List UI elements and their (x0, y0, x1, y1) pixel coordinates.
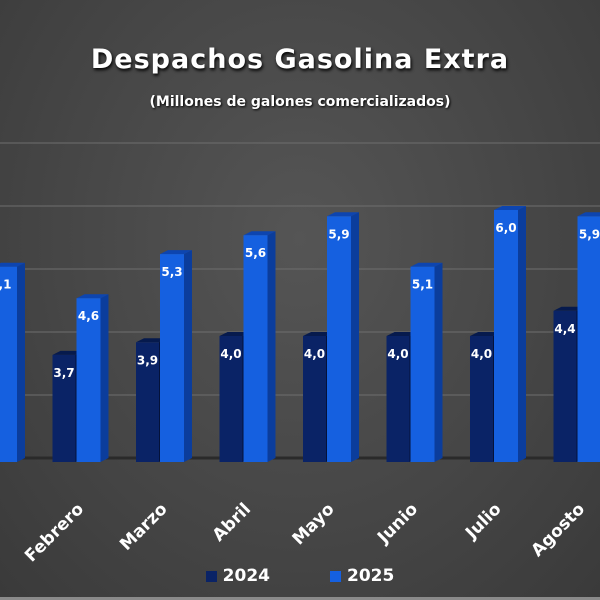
category-label: Marzo (116, 499, 171, 554)
bar-2025 (327, 216, 351, 462)
bar-2024 (136, 342, 159, 462)
bar-2024 (386, 336, 410, 462)
bar-2025 (494, 210, 518, 462)
data-label: 4,0 (471, 347, 492, 361)
category-label: Abril (209, 499, 255, 545)
data-label: 5,3 (161, 265, 182, 279)
bar-2025 (410, 266, 435, 462)
bar-2024 (553, 310, 577, 462)
bar-top (160, 250, 192, 255)
legend-swatch-2025 (330, 570, 341, 582)
legend-label-2024: 2024 (222, 566, 270, 586)
bar-side (518, 206, 526, 462)
bar-side (351, 212, 359, 462)
bar-side (100, 294, 109, 462)
data-label: 4,4 (554, 322, 575, 336)
bar-2024 (470, 336, 493, 462)
bar-top (52, 350, 84, 355)
data-label: ,1 (0, 278, 11, 292)
bar-side (434, 262, 443, 462)
legend-item-2024: 2024 (205, 566, 270, 586)
bar-2025 (243, 235, 268, 462)
bar-top (243, 231, 276, 236)
category-label: Agosto (528, 499, 589, 560)
bar-top (303, 332, 334, 336)
bar-side (267, 231, 276, 462)
data-label: 4,0 (220, 347, 241, 361)
category-label: Mayo (289, 499, 339, 549)
data-label: 5,9 (579, 227, 600, 241)
category-label: Junio (373, 499, 422, 548)
bar-side (17, 262, 25, 462)
bar-2024 (52, 354, 76, 462)
bar-top (386, 332, 418, 336)
bar-2024 (303, 336, 326, 462)
bar-2025 (0, 266, 17, 462)
legend-swatch-2024 (205, 570, 217, 582)
category-label: Febrero (21, 499, 88, 566)
bar-2024 (219, 336, 243, 462)
bar-top (0, 262, 25, 267)
data-label: 4,6 (78, 309, 99, 323)
bar-top (136, 338, 167, 343)
category-label: Julio (461, 499, 505, 543)
chart-title: Despachos Gasolina Extra (90, 44, 510, 75)
data-label: 3,7 (53, 366, 74, 380)
bar-top (76, 294, 109, 299)
chart-subtitle: (Millones de galones comercializados) (149, 94, 451, 110)
data-label: 6,0 (495, 221, 516, 235)
bar-top (470, 332, 501, 336)
data-label: 5,6 (245, 246, 266, 260)
bar-side (184, 250, 192, 462)
legend: 2024 2025 (0, 566, 600, 586)
bar-2025 (76, 298, 101, 462)
data-label: 4,0 (387, 347, 408, 361)
bar-2025 (577, 216, 600, 462)
bar-top (577, 212, 600, 217)
bar-top (219, 332, 251, 336)
bar-2025 (160, 254, 184, 462)
bar-top (494, 206, 526, 210)
data-label: 5,1 (412, 278, 433, 292)
legend-label-2025: 2025 (347, 566, 395, 586)
data-label: 4,0 (304, 347, 325, 361)
legend-item-2025: 2025 (330, 566, 394, 586)
data-label: 3,9 (137, 353, 158, 367)
bar-top (410, 262, 443, 267)
bar-top (327, 212, 359, 217)
bar-top (553, 306, 585, 311)
data-label: 5,9 (328, 227, 349, 241)
